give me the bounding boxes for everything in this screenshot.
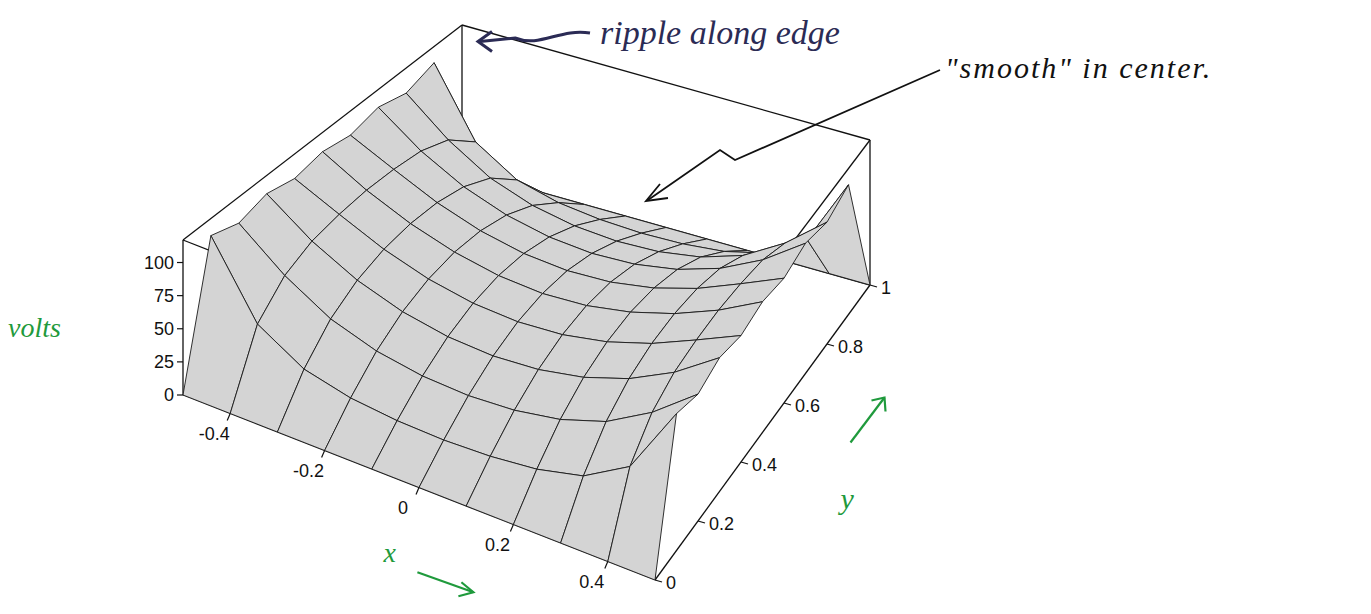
y-tick — [784, 403, 791, 405]
x-tick-label: 0.4 — [579, 572, 604, 592]
surface-cell — [741, 243, 806, 284]
annotation-arrow — [648, 70, 940, 200]
y-tick — [655, 580, 662, 582]
z-axis-title: volts — [8, 312, 61, 343]
box-edge — [182, 240, 183, 395]
z-tick — [177, 394, 183, 395]
z-tick-label: 75 — [154, 286, 174, 306]
x-tick-label: -0.4 — [199, 424, 230, 444]
y-tick-label: 1 — [881, 278, 891, 298]
y-tick-label: 0.4 — [752, 455, 777, 475]
annotation: ripple along edge — [600, 14, 840, 51]
y-tick — [827, 344, 834, 346]
y-tick — [870, 285, 877, 287]
z-tick — [177, 328, 183, 329]
y-axis-title: y — [838, 482, 855, 515]
annotation-arrow — [480, 32, 590, 41]
y-tick-label: 0 — [666, 573, 676, 593]
x-arrow — [417, 572, 473, 592]
x-tick — [416, 488, 419, 495]
y-tick — [698, 521, 705, 523]
surface — [183, 63, 870, 580]
z-tick-label: 50 — [154, 319, 174, 339]
x-tick-label: 0.2 — [485, 535, 510, 555]
x-tick-label: -0.2 — [293, 461, 324, 481]
x-tick-label: 0 — [398, 498, 408, 518]
y-arrow — [851, 398, 885, 443]
z-tick — [177, 295, 183, 296]
box-frame — [183, 25, 870, 580]
x-tick — [605, 562, 608, 569]
surface-cell — [785, 185, 849, 243]
x-axis-title: x — [382, 537, 396, 568]
x-tick — [322, 451, 325, 458]
y-tick-label: 0.2 — [709, 514, 734, 534]
x-arrow-head — [458, 582, 473, 596]
x-tick — [227, 414, 230, 421]
z-tick — [177, 361, 183, 362]
z-tick-label: 100 — [144, 253, 174, 273]
chart: 0 25 50 75 100 -0.4 -0.2 0 0.2 0.4 0 0.2 0.4 0.6 0.8 1 v… — [0, 0, 1371, 614]
x-tick — [510, 525, 513, 532]
annotation-arrow-head — [478, 32, 492, 52]
box-edge — [869, 140, 870, 285]
z-axis: 0 25 50 75 100 — [144, 253, 183, 405]
y-tick — [741, 462, 748, 464]
z-tick — [177, 262, 183, 263]
y-axis: 0 0.2 0.4 0.6 0.8 1 — [655, 278, 891, 593]
surface-cell — [696, 302, 762, 340]
y-arrow-head — [872, 398, 886, 412]
z-tick-label: 0 — [164, 385, 174, 405]
surface-cell — [608, 414, 677, 580]
y-tick-label: 0.8 — [838, 337, 863, 357]
annotation: "smooth" in center. — [945, 51, 1212, 84]
x-axis: -0.4 -0.2 0 0.2 0.4 — [199, 414, 608, 592]
background — [0, 0, 1371, 614]
z-tick-label: 25 — [154, 352, 174, 372]
y-tick-label: 0.6 — [795, 396, 820, 416]
annotation-arrow-head — [646, 184, 668, 201]
